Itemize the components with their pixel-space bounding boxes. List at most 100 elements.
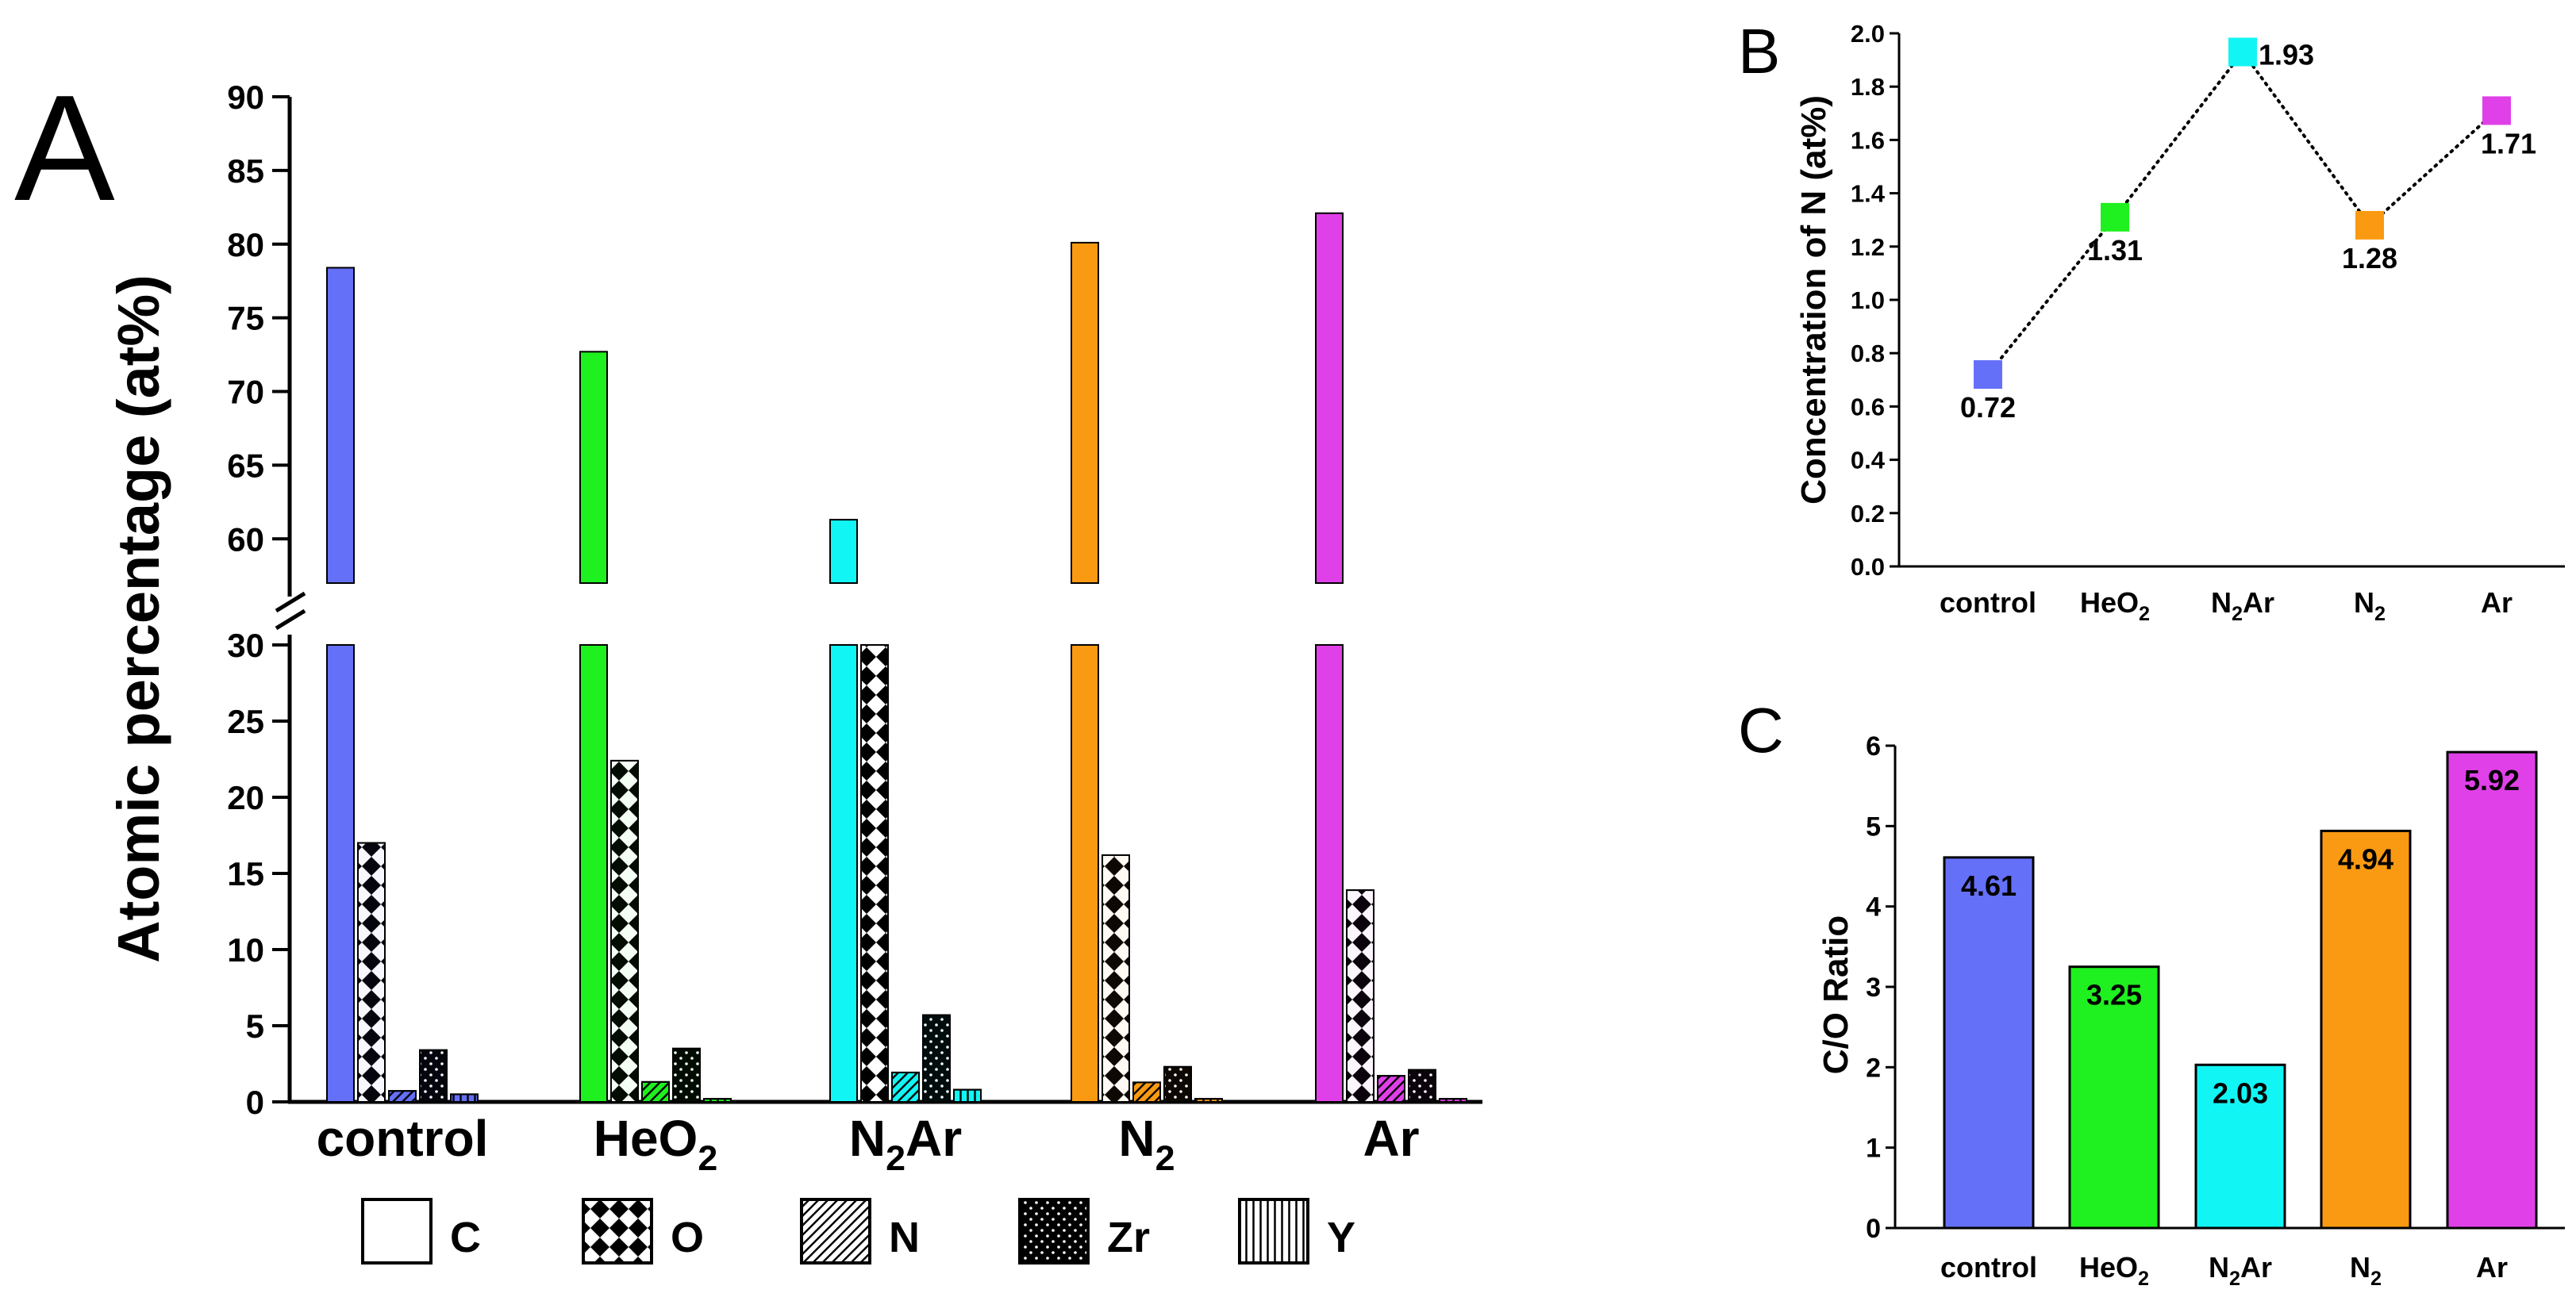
legend-item-y: Y [1238, 1198, 1355, 1265]
x-label-n2ar-subscript: 2 [2229, 1268, 2240, 1290]
y-tick-label: 1.0 [1851, 286, 1885, 314]
data-label-heo2: 3.25 [2086, 979, 2142, 1011]
legend-label-o: O [671, 1214, 704, 1261]
x-label-control-main: control [317, 1110, 489, 1167]
bar-ar [2446, 750, 2538, 1230]
y-tick-label: 60 [227, 520, 264, 558]
x-label-heo2-main: HeO [2079, 1251, 2138, 1284]
x-label-heo2: HeO2 [594, 1110, 718, 1178]
x-label-ar-main: Ar [2481, 586, 2513, 619]
axis-break-mark [275, 608, 306, 631]
y-tick-label: 0 [246, 1084, 264, 1121]
panel-a-label: A [14, 64, 115, 232]
panel-b-y-axis-title: Concentration of N (at%) [1794, 95, 1833, 505]
bar-n-control-pattern [388, 1090, 417, 1103]
legend-swatch-n [800, 1198, 871, 1265]
data-label-n2ar: 1.93 [2259, 39, 2314, 71]
bar-c-ar-lower [1315, 644, 1344, 1103]
y-tick-label: 0.4 [1851, 447, 1886, 474]
bar-o-control-pattern [357, 842, 386, 1103]
marker-n2ar [2228, 37, 2257, 67]
x-label-ar: Ar [2481, 586, 2513, 619]
x-label-heo2: HeO2 [2080, 586, 2150, 625]
y-tick-label: 3 [1866, 973, 1881, 1003]
bar-c-control-lower [326, 644, 355, 1103]
bar-c-n2-upper [1071, 241, 1099, 584]
x-label-n2ar-suffix: Ar [2240, 1251, 2272, 1284]
x-label-control: control [1940, 586, 2036, 619]
data-label-n2: 4.94 [2338, 842, 2393, 875]
bar-o-n2-pattern [1102, 854, 1130, 1103]
bar-zr-control-pattern [419, 1049, 448, 1103]
bar-zr-ar-pattern [1408, 1069, 1436, 1103]
x-label-control-main: control [1940, 1251, 2037, 1284]
legend-item-zr: Zr [1018, 1198, 1150, 1265]
bar-o-heo2-pattern [610, 759, 639, 1103]
x-label-heo2-subscript: 2 [2139, 603, 2150, 625]
axis-break-mark [275, 591, 306, 613]
y-tick-label: 25 [227, 703, 264, 740]
bar-c-heo2-lower [579, 644, 608, 1103]
y-tick-label: 20 [227, 779, 264, 816]
y-tick-label: 80 [227, 226, 264, 263]
x-label-n2ar: N2Ar [849, 1110, 962, 1178]
x-label-n2-main: N [1118, 1110, 1155, 1167]
x-label-n2ar-main: N [2211, 586, 2232, 619]
x-label-ar: Ar [2476, 1251, 2508, 1284]
bar-y-ar-pattern [1439, 1098, 1467, 1103]
y-tick-label: 4 [1866, 892, 1881, 923]
data-label-n2: 1.28 [2342, 242, 2397, 274]
y-tick-label: 1.8 [1851, 73, 1885, 101]
y-tick-label: 5 [246, 1007, 264, 1045]
y-tick-label: 10 [227, 931, 264, 969]
legend-label-y: Y [1327, 1214, 1355, 1261]
legend-item-o: O [582, 1198, 704, 1265]
y-tick-label: 90 [227, 79, 264, 116]
x-label-n2-main: N [2354, 586, 2374, 619]
n-concentration-line [1986, 49, 2498, 377]
y-tick-label: 0.2 [1851, 500, 1885, 528]
bar-heo2 [2068, 965, 2160, 1230]
legend-swatch-zr [1018, 1198, 1090, 1265]
bar-n-ar-pattern [1377, 1075, 1405, 1103]
x-label-ar: Ar [1363, 1110, 1419, 1167]
y-tick-label: 65 [227, 447, 264, 484]
bar-n-heo2-pattern [641, 1080, 670, 1103]
data-label-control: 0.72 [1960, 391, 2016, 424]
panel-a-y-axis-title: Atomic percentage (at%) [106, 274, 171, 963]
bar-y-n2-pattern [1194, 1098, 1223, 1103]
x-label-n2ar-suffix: Ar [905, 1110, 962, 1167]
y-tick-label: 1.6 [1851, 126, 1885, 154]
y-tick-label: 15 [227, 855, 264, 892]
panel-c: C C/O Ratio 01234564.61control3.25HeO22.… [1738, 695, 2565, 1290]
y-tick-label: 1.2 [1851, 233, 1885, 261]
bar-o-ar-pattern [1346, 889, 1375, 1103]
bar-control [1943, 856, 2035, 1230]
y-tick-label: 0.0 [1851, 553, 1885, 581]
y-tick-label: 75 [227, 300, 264, 337]
panel-c-chart: 01234564.61control3.25HeO22.03N2Ar4.94N2… [1866, 731, 2565, 1290]
bar-c-n2ar-upper [829, 519, 858, 585]
bar-y-control-pattern [450, 1093, 479, 1103]
marker-ar [2482, 96, 2511, 125]
x-label-n2-subscript: 2 [1155, 1138, 1175, 1178]
bar-zr-n2-pattern [1163, 1065, 1192, 1103]
legend-swatch-o [582, 1198, 653, 1265]
x-label-n2ar: N2Ar [2209, 1251, 2272, 1290]
bar-c-n2-lower [1071, 644, 1099, 1103]
data-label-heo2: 1.31 [2087, 234, 2143, 267]
x-label-n2ar-main: N [2209, 1251, 2229, 1284]
bar-y-n2ar-pattern [953, 1088, 982, 1103]
x-label-n2: N2 [1118, 1110, 1175, 1178]
bar-n-n2ar-pattern [891, 1071, 920, 1103]
panel-a-legend: C O N Zr Y [361, 1198, 1355, 1265]
bar-n2ar [2194, 1063, 2286, 1230]
data-label-ar: 5.92 [2464, 764, 2520, 796]
panel-a-x-labels: control HeO2 N2Ar N2 Ar [317, 1110, 1420, 1178]
legend-item-n: N [800, 1198, 920, 1265]
y-tick-label: 30 [227, 627, 264, 664]
x-label-heo2-subscript: 2 [2138, 1268, 2149, 1290]
x-label-n2: N2 [2350, 1251, 2382, 1290]
x-label-n2ar-main: N [849, 1110, 886, 1167]
